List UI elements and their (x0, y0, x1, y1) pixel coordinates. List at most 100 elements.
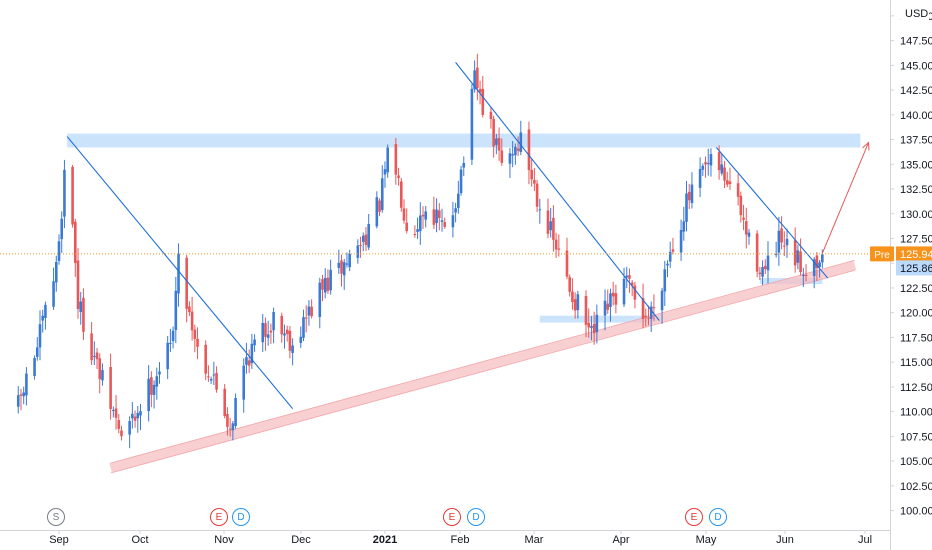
candle-body (777, 230, 781, 253)
candle-body (476, 67, 479, 89)
candle-body (802, 274, 805, 276)
candle-body (755, 233, 759, 272)
candle-body (804, 274, 808, 276)
x-tick-label: Oct (131, 534, 148, 546)
candle-body (766, 255, 770, 271)
event-marker-label: E (216, 512, 223, 523)
event-marker-s[interactable]: S (47, 508, 65, 526)
candle-body (394, 144, 398, 175)
candle-body (514, 146, 517, 156)
candle-body (95, 352, 99, 360)
candle-body (190, 311, 194, 331)
drawings-layer (66, 62, 870, 410)
candle-body (185, 257, 188, 309)
candle-body (443, 222, 447, 227)
candle-body (38, 324, 42, 348)
candle-body (783, 245, 786, 247)
candle-body (587, 322, 591, 328)
candle-body (264, 323, 267, 337)
candle-body (519, 132, 523, 153)
candle-body (606, 303, 610, 310)
candle-body (747, 232, 751, 237)
candle-body (576, 294, 580, 311)
candle-body (457, 193, 460, 208)
candle-body (663, 269, 667, 292)
event-marker-e[interactable]: E (685, 508, 703, 526)
event-marker-d[interactable]: D (709, 508, 727, 526)
candle-body (660, 290, 664, 311)
candle-body (690, 184, 694, 204)
candle-body (571, 291, 574, 303)
candle-body (19, 394, 23, 396)
y-tick-label: 110.00 (900, 407, 932, 419)
candle-body (462, 163, 466, 168)
candle-body (323, 277, 327, 293)
candle-body (495, 138, 498, 145)
candle-body (812, 259, 816, 276)
candle-body (380, 178, 384, 211)
candle-body (310, 306, 313, 317)
candle-body (364, 234, 368, 245)
event-marker-e[interactable]: E (210, 508, 228, 526)
candle-body (73, 221, 77, 264)
candle-body (641, 298, 645, 320)
y-tick-label: 112.50 (900, 382, 932, 394)
candle-body (592, 323, 596, 334)
candle-body (533, 179, 536, 184)
candle-body (340, 260, 343, 274)
candle-body (117, 420, 121, 429)
candle-body (245, 357, 248, 365)
candle-body (508, 153, 512, 164)
candle-body (739, 195, 743, 216)
candle-body (527, 129, 531, 171)
candle-body (595, 314, 599, 333)
event-marker-circle (210, 508, 228, 526)
candle-body (774, 254, 778, 256)
pre-market-tag-text: Pre (874, 250, 890, 261)
candle-body (63, 169, 66, 217)
candle-body (728, 181, 732, 185)
candle-body (424, 211, 428, 220)
candle-body (785, 238, 789, 246)
candle-body (361, 235, 365, 242)
event-marker-e[interactable]: E (443, 508, 461, 526)
x-tick-label: Feb (451, 534, 470, 546)
candle-body (152, 384, 156, 395)
candle-body (109, 366, 112, 409)
candle-body (266, 334, 270, 338)
candle-body (454, 208, 457, 213)
candle-body (685, 193, 688, 222)
candle-body (280, 315, 284, 335)
candle-body (171, 330, 175, 342)
event-marker-d[interactable]: D (232, 508, 250, 526)
pre-price-label (896, 246, 932, 262)
price-axis[interactable]: 150.00147.50145.00142.50140.00137.50135.… (870, 0, 932, 550)
candle-body (114, 408, 118, 418)
candle-body (133, 416, 137, 421)
y-tick-label: 105.00 (900, 456, 932, 468)
candle-body (478, 89, 482, 93)
candle-body (421, 214, 425, 217)
candle-body (698, 169, 702, 188)
candle-body (101, 370, 104, 381)
candle-body (459, 169, 463, 194)
candle-body (609, 293, 612, 307)
candle-body (557, 248, 561, 250)
event-marker-circle (685, 508, 703, 526)
candle-body (666, 263, 669, 266)
time-axis[interactable]: Sep Oct Nov Dec 2021 Feb Mar Apr May Jun Jul (0, 530, 890, 546)
candle-body (492, 118, 495, 147)
candle-body (500, 150, 504, 163)
event-marker-circle (47, 508, 65, 526)
candle-body (530, 169, 533, 180)
event-marker-d[interactable]: D (467, 508, 485, 526)
y-tick-label: 135.00 (900, 159, 932, 171)
candle-body (212, 374, 216, 376)
candle-body (584, 295, 588, 325)
candle-body (679, 229, 683, 253)
last-price-value: 125.86 (900, 263, 932, 275)
resistance-zone-0 (67, 133, 861, 148)
